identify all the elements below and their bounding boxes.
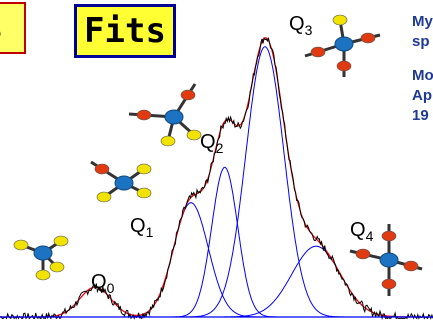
molecule-center-atom	[33, 245, 53, 261]
molecule-atom	[96, 191, 112, 203]
molecule-atom	[53, 235, 69, 247]
molecule-atom	[35, 269, 51, 281]
molecule-atom	[186, 129, 202, 141]
molecule-atom	[49, 261, 65, 273]
component-curves	[25, 46, 425, 318]
peak-label-q2: Q2	[200, 131, 224, 156]
peak-label-q4: Q4	[350, 219, 374, 244]
molecule-center-atom	[334, 36, 354, 52]
component-curve-q3	[179, 46, 350, 318]
molecule-atom	[13, 239, 29, 251]
molecule-atom	[310, 46, 326, 58]
component-curve-q2	[166, 166, 283, 318]
molecule-atom	[136, 187, 152, 199]
molecule-atom	[136, 109, 152, 121]
peak-labels: Q0 Q1 Q2 Q3 Q4	[91, 13, 374, 296]
side-caption-line: Ap	[412, 87, 432, 104]
side-caption-line: 19	[412, 107, 429, 124]
peak-label-q1: Q1	[130, 215, 154, 240]
molecule-atom	[360, 32, 376, 44]
total-fit-line	[0, 37, 433, 318]
peak-label-q0: Q0	[91, 271, 115, 296]
molecule-q4	[349, 224, 423, 296]
molecule-center-atom	[164, 109, 184, 125]
partial-label-box: s	[0, 2, 26, 54]
molecule-atom	[136, 163, 152, 175]
molecule-atom	[94, 163, 110, 175]
side-caption-line: My	[412, 13, 433, 30]
molecule-atom	[336, 60, 352, 72]
side-caption-line: sp	[412, 33, 430, 50]
molecule-q0	[13, 235, 69, 281]
molecule-atom	[180, 89, 196, 101]
experimental-spectrum-line	[0, 36, 433, 321]
molecule-q2	[128, 83, 202, 147]
fits-label: Fits	[74, 4, 176, 58]
molecule-atom	[403, 260, 419, 272]
molecule-atom	[332, 14, 348, 26]
molecule-center-atom	[379, 252, 399, 268]
molecule-layer	[13, 14, 423, 296]
side-caption: My sp Mo Ap 19	[412, 12, 433, 126]
molecule-atom	[355, 248, 371, 260]
molecule-atom	[160, 135, 176, 147]
molecule-atom	[381, 278, 397, 290]
molecule-q3	[304, 14, 381, 77]
side-caption-line: Mo	[412, 67, 433, 84]
molecule-atom	[381, 230, 397, 242]
molecule-center-atom	[114, 175, 134, 191]
peak-label-q3: Q3	[289, 13, 313, 38]
molecule-q1	[90, 160, 152, 203]
